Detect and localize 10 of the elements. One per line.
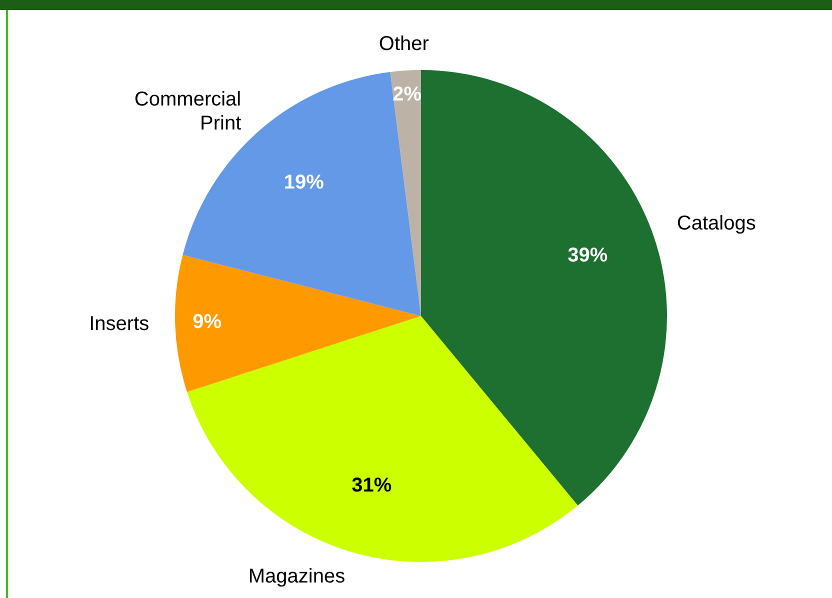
data-label: 19% (284, 172, 324, 194)
slice-label: Magazines (248, 566, 346, 588)
data-label: 31% (352, 474, 392, 497)
slice-label: Other (378, 33, 430, 56)
data-label: 39% (568, 244, 608, 267)
slice-label: Inserts (89, 313, 150, 336)
slice-label: Catalogs (676, 212, 756, 234)
slice-label: Commercial Print (134, 88, 242, 134)
data-label: 9% (192, 311, 222, 334)
data-label: 2% (392, 84, 422, 106)
